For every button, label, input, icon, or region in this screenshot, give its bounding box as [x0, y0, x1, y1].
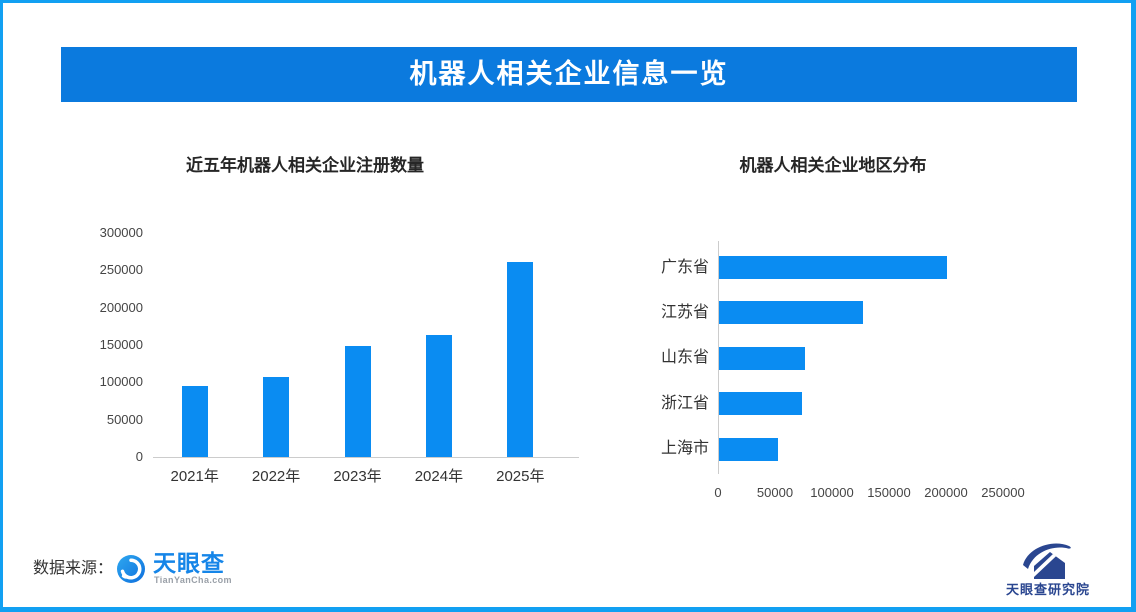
- bar: [719, 301, 863, 325]
- bar: [719, 392, 802, 416]
- tianyancha-logo-icon: [117, 555, 145, 583]
- y-axis-tick-label: 0: [135, 449, 143, 464]
- x-axis-tick-label: 50000: [756, 485, 794, 500]
- y-axis-category-label: 浙江省: [660, 394, 709, 412]
- x-axis-category-label: 2021年: [170, 468, 219, 485]
- y-axis-category-label: 上海市: [660, 440, 709, 458]
- bar: [263, 377, 290, 457]
- y-axis-tick-label: 300000: [99, 225, 143, 240]
- y-axis-category-label: 广东省: [660, 258, 709, 276]
- research-institute-logo-icon: [1023, 543, 1071, 579]
- x-axis-tick-label: 150000: [867, 485, 911, 500]
- tianyancha-logo-domain: TianYanCha.com: [154, 575, 232, 585]
- tianyancha-logo-text: 天眼查: [153, 550, 225, 576]
- x-axis-tick-label: 200000: [924, 485, 968, 500]
- y-axis-tick-label: 100000: [99, 374, 143, 390]
- bar: [344, 346, 371, 457]
- x-axis-category-label: 2024年: [414, 468, 464, 485]
- bar: [719, 437, 778, 461]
- data-source-label: 数据来源：: [33, 560, 114, 577]
- research-institute-logo-text: 天眼查研究院: [1005, 582, 1090, 597]
- x-axis-tick-label: 250000: [981, 485, 1025, 500]
- x-axis-category-label: 2025年: [496, 468, 545, 485]
- y-axis-tick-label: 200000: [99, 299, 143, 315]
- right-chart-title: 机器人相关企业地区分布: [739, 156, 927, 175]
- x-axis-tick-label: 0: [714, 485, 722, 500]
- x-axis-category-label: 2022年: [251, 468, 301, 485]
- bar: [507, 262, 534, 457]
- y-axis-category-label: 江苏省: [660, 303, 709, 321]
- bar: [719, 346, 805, 370]
- bar: [425, 335, 452, 457]
- page-title: 机器人相关企业信息一览: [61, 47, 1077, 102]
- y-axis-line: [718, 241, 719, 474]
- y-axis-category-label: 山东省: [660, 349, 709, 367]
- y-axis-tick-label: 250000: [99, 262, 143, 278]
- x-axis-category-label: 2023年: [333, 468, 382, 485]
- x-axis-tick-label: 100000: [810, 485, 854, 500]
- left-chart-title: 近五年机器人相关企业注册数量: [186, 156, 424, 175]
- bar: [181, 386, 208, 457]
- x-axis-line: [153, 457, 579, 458]
- y-axis-tick-label: 50000: [106, 411, 143, 427]
- bar: [719, 256, 947, 279]
- y-axis-tick-label: 150000: [99, 337, 143, 352]
